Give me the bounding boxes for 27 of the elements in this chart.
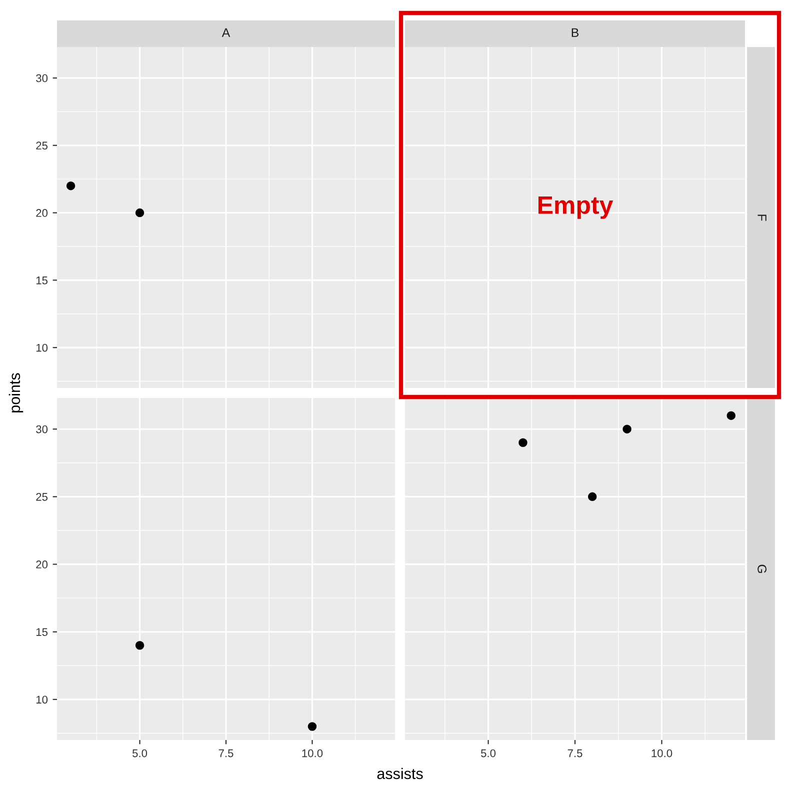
y-tick-label: 20: [36, 560, 48, 568]
y-tick-label: 25: [36, 142, 48, 150]
x-tick-label: 7.5: [218, 749, 234, 758]
y-tick-label: 30: [36, 74, 48, 82]
x-tick-label: 5.0: [132, 749, 148, 758]
point: [588, 492, 597, 502]
point: [622, 424, 632, 434]
y-axis-title: points: [8, 373, 24, 412]
point: [726, 411, 736, 420]
x-tick-label: 7.5: [568, 749, 582, 758]
y-tick-label: 15: [36, 276, 48, 284]
chart-title: B: [572, 28, 579, 37]
y-tick-label: 10: [36, 344, 48, 352]
y-tick-label: 10: [36, 696, 48, 704]
point: [518, 438, 528, 447]
x-tick-label: 5.0: [480, 749, 496, 758]
y2-axis-title: F: [758, 214, 766, 221]
chart-title: A: [222, 28, 230, 37]
y-tick-label: 15: [36, 628, 48, 636]
x-tick-label: 10.0: [652, 749, 672, 758]
y-tick-label: 20: [36, 209, 48, 217]
x-axis-title: assists: [377, 768, 423, 780]
annotation: Empty: [538, 196, 614, 219]
y2-axis-title: G: [758, 564, 766, 573]
x-tick-label: 10.0: [302, 749, 323, 758]
y-tick-label: 25: [36, 492, 48, 501]
y-tick-label: 30: [36, 425, 48, 434]
